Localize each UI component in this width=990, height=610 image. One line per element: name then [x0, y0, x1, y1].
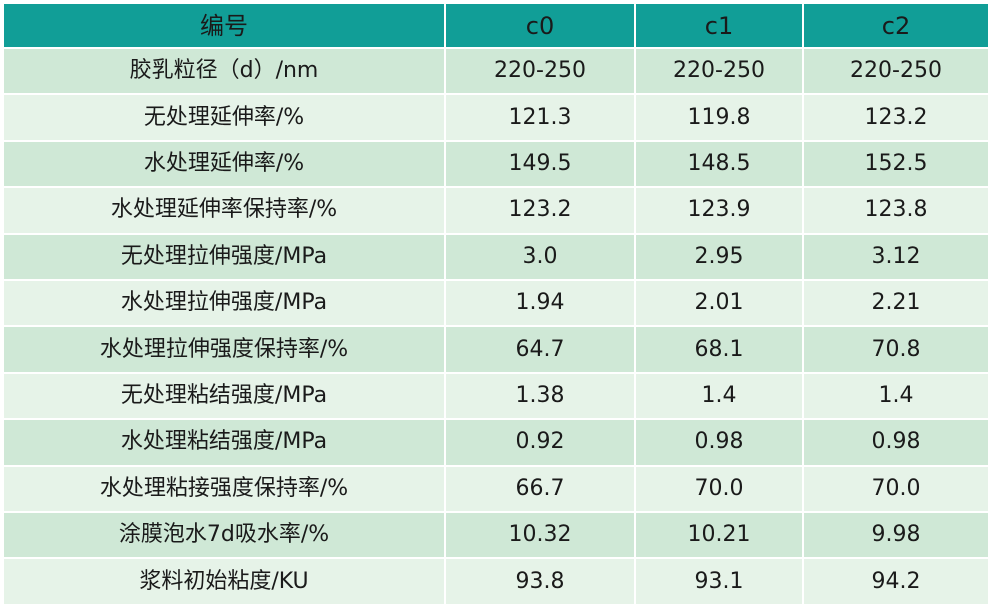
- row-label: 浆料初始粘度/KU: [2, 557, 446, 606]
- table-row: 浆料初始粘度/KU 93.8 93.1 94.2: [2, 557, 990, 606]
- cell-c0: 1.94: [444, 279, 636, 328]
- table-row: 水处理延伸率保持率/% 123.2 123.9 123.8: [2, 186, 990, 235]
- cell-c2: 152.5: [802, 139, 990, 189]
- header-cell-c1: c1: [634, 2, 804, 49]
- table-row: 无处理拉伸强度/MPa 3.0 2.95 3.12: [2, 232, 990, 282]
- table-row: 水处理拉伸强度保持率/% 64.7 68.1 70.8: [2, 325, 990, 374]
- header-cell-c2: c2: [802, 2, 990, 49]
- table-row: 胶乳粒径（d）/nm 220-250 220-250 220-250: [2, 46, 990, 96]
- cell-c1: 1.4: [634, 371, 804, 421]
- cell-c1: 0.98: [634, 418, 804, 467]
- row-label: 水处理延伸率保持率/%: [2, 186, 446, 235]
- cell-c2: 70.8: [802, 325, 990, 374]
- cell-c0: 66.7: [444, 464, 636, 514]
- row-label: 无处理粘结强度/MPa: [2, 371, 446, 421]
- cell-c0: 93.8: [444, 557, 636, 606]
- table-row: 无处理粘结强度/MPa 1.38 1.4 1.4: [2, 371, 990, 421]
- cell-c0: 64.7: [444, 325, 636, 374]
- cell-c2: 70.0: [802, 464, 990, 514]
- cell-c0: 149.5: [444, 139, 636, 189]
- row-label: 水处理拉伸强度保持率/%: [2, 325, 446, 374]
- row-label: 水处理拉伸强度/MPa: [2, 279, 446, 328]
- cell-c2: 123.8: [802, 186, 990, 235]
- cell-c0: 123.2: [444, 186, 636, 235]
- cell-c1: 10.21: [634, 511, 804, 560]
- row-label: 无处理延伸率/%: [2, 93, 446, 142]
- table-row: 水处理延伸率/% 149.5 148.5 152.5: [2, 139, 990, 189]
- cell-c2: 9.98: [802, 511, 990, 560]
- table-row: 水处理粘结强度/MPa 0.92 0.98 0.98: [2, 418, 990, 467]
- row-label: 水处理粘接强度保持率/%: [2, 464, 446, 514]
- cell-c0: 10.32: [444, 511, 636, 560]
- cell-c2: 0.98: [802, 418, 990, 467]
- cell-c1: 2.95: [634, 232, 804, 282]
- row-label: 涂膜泡水7d吸水率/%: [2, 511, 446, 560]
- table-row: 涂膜泡水7d吸水率/% 10.32 10.21 9.98: [2, 511, 990, 560]
- row-label: 水处理延伸率/%: [2, 139, 446, 189]
- cell-c0: 1.38: [444, 371, 636, 421]
- table-row: 无处理延伸率/% 121.3 119.8 123.2: [2, 93, 990, 142]
- table-row: 水处理粘接强度保持率/% 66.7 70.0 70.0: [2, 464, 990, 514]
- table-row: 水处理拉伸强度/MPa 1.94 2.01 2.21: [2, 279, 990, 328]
- cell-c1: 93.1: [634, 557, 804, 606]
- cell-c0: 3.0: [444, 232, 636, 282]
- cell-c1: 2.01: [634, 279, 804, 328]
- cell-c2: 1.4: [802, 371, 990, 421]
- cell-c1: 68.1: [634, 325, 804, 374]
- cell-c2: 123.2: [802, 93, 990, 142]
- cell-c1: 148.5: [634, 139, 804, 189]
- row-label: 无处理拉伸强度/MPa: [2, 232, 446, 282]
- cell-c0: 0.92: [444, 418, 636, 467]
- cell-c2: 220-250: [802, 46, 990, 96]
- header-cell-c0: c0: [444, 2, 636, 49]
- cell-c2: 94.2: [802, 557, 990, 606]
- cell-c0: 220-250: [444, 46, 636, 96]
- cell-c2: 3.12: [802, 232, 990, 282]
- cell-c1: 119.8: [634, 93, 804, 142]
- cell-c1: 220-250: [634, 46, 804, 96]
- cell-c0: 121.3: [444, 93, 636, 142]
- cell-c2: 2.21: [802, 279, 990, 328]
- cell-c1: 123.9: [634, 186, 804, 235]
- header-row: 编号 c0 c1 c2: [2, 2, 990, 49]
- cell-c1: 70.0: [634, 464, 804, 514]
- row-label: 水处理粘结强度/MPa: [2, 418, 446, 467]
- row-label: 胶乳粒径（d）/nm: [2, 46, 446, 96]
- header-cell-id: 编号: [2, 2, 446, 49]
